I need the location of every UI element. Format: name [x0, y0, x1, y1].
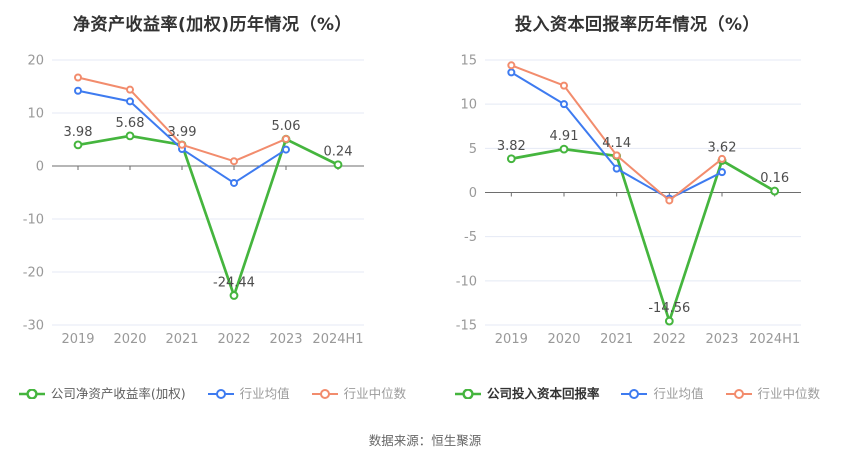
svg-text:2024H1: 2024H1	[749, 332, 800, 347]
svg-text:-14.56: -14.56	[648, 301, 690, 316]
roe-chart-title: 净资产收益率(加权)历年情况（%）	[72, 15, 353, 35]
svg-text:5.06: 5.06	[272, 119, 301, 134]
line-marker-icon	[18, 389, 45, 399]
svg-text:0: 0	[469, 186, 477, 201]
svg-text:2023: 2023	[269, 332, 302, 347]
legend-label: 行业均值	[239, 386, 290, 401]
legend-label: 行业中位数	[757, 386, 821, 401]
svg-text:-24.44: -24.44	[213, 276, 255, 291]
roe-chart-panel: 净资产收益率(加权)历年情况（%） 20 10 0 -10 -20 -30 2019 2020…	[0, 0, 425, 420]
svg-text:2020: 2020	[113, 332, 146, 347]
chart-panels: 净资产收益率(加权)历年情况（%） 20 10 0 -10 -20 -30 2019 2020…	[0, 0, 850, 420]
svg-text:-15: -15	[456, 319, 477, 334]
svg-text:10: 10	[27, 107, 44, 122]
roic-chart-title: 投入资本回报率历年情况（%）	[514, 15, 761, 35]
svg-text:-5: -5	[464, 230, 477, 245]
legend-item-industry-mean-roic[interactable]: 行业均值	[621, 386, 704, 401]
legend-item-company-roic[interactable]: 公司投入资本回报率	[454, 386, 600, 401]
roic-chart-legend: 公司投入资本回报率 行业均值 行业中位数	[425, 387, 850, 401]
svg-text:2022: 2022	[653, 332, 686, 347]
svg-text:10: 10	[460, 98, 477, 113]
svg-text:2022: 2022	[217, 332, 250, 347]
svg-text:3.98: 3.98	[64, 125, 93, 140]
svg-text:3.82: 3.82	[497, 139, 526, 154]
svg-text:3.62: 3.62	[708, 141, 737, 156]
line-marker-icon	[725, 389, 752, 399]
svg-text:2023: 2023	[705, 332, 738, 347]
legend-label: 公司投入资本回报率	[486, 386, 600, 401]
svg-text:4.14: 4.14	[602, 136, 631, 151]
roic-chart-panel: 投入资本回报率历年情况（%） 15 10 5 0 -5 -10 -15 2019 2020 202…	[425, 0, 850, 420]
svg-text:0.16: 0.16	[760, 171, 789, 186]
legend-label: 行业均值	[653, 386, 704, 401]
svg-text:0: 0	[36, 160, 44, 175]
svg-text:2019: 2019	[495, 332, 528, 347]
svg-text:15: 15	[460, 54, 477, 69]
svg-text:-30: -30	[23, 319, 44, 334]
data-source-note: 数据来源：恒生聚源	[368, 433, 482, 448]
svg-text:-10: -10	[456, 274, 477, 289]
svg-text:-20: -20	[23, 266, 44, 281]
legend-item-company-roe[interactable]: 公司净资产收益率(加权)	[18, 386, 186, 401]
roe-line-chart: 20 10 0 -10 -20 -30 2019 2020 2021 2022 2023 2024H1…	[23, 54, 364, 347]
legend-item-industry-median-roe[interactable]: 行业中位数	[311, 386, 407, 401]
line-marker-icon	[621, 389, 648, 399]
svg-text:2021: 2021	[165, 332, 198, 347]
svg-text:2024H1: 2024H1	[312, 332, 363, 347]
legend-label: 行业中位数	[343, 386, 407, 401]
legend-item-industry-median-roic[interactable]: 行业中位数	[725, 386, 821, 401]
legend-item-industry-mean-roe[interactable]: 行业均值	[207, 386, 290, 401]
svg-text:2021: 2021	[600, 332, 633, 347]
line-marker-icon	[454, 389, 481, 399]
svg-text:-10: -10	[23, 213, 44, 228]
svg-text:2020: 2020	[547, 332, 580, 347]
roe-chart-legend: 公司净资产收益率(加权) 行业均值 行业中位数	[0, 387, 425, 401]
svg-text:0.24: 0.24	[324, 145, 353, 160]
line-marker-icon	[207, 389, 234, 399]
svg-text:5: 5	[469, 142, 477, 157]
svg-text:20: 20	[27, 54, 44, 69]
roic-line-chart: 15 10 5 0 -5 -10 -15 2019 2020 2021 2022 2023 2024H1…	[456, 54, 801, 347]
svg-text:4.91: 4.91	[550, 129, 579, 144]
line-marker-icon	[311, 389, 338, 399]
svg-text:3.99: 3.99	[168, 125, 197, 140]
svg-text:5.68: 5.68	[116, 116, 145, 131]
legend-label: 公司净资产收益率(加权)	[50, 386, 186, 401]
svg-text:2019: 2019	[61, 332, 94, 347]
